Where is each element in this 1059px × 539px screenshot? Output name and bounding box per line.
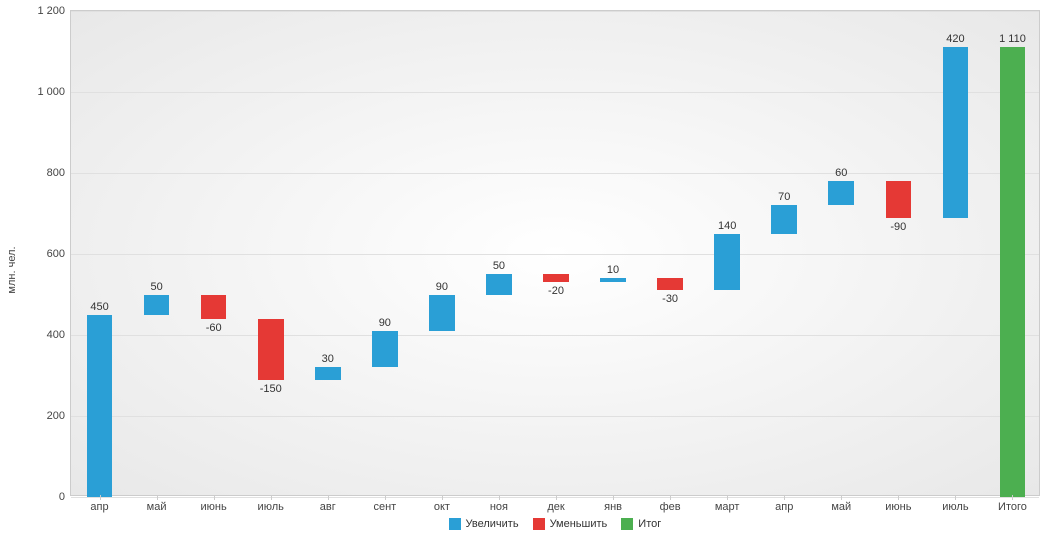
x-tick [499, 495, 500, 500]
gridline [71, 497, 1039, 498]
y-tick-label: 0 [59, 491, 71, 503]
y-tick-label: 600 [47, 248, 71, 260]
y-tick-label: 1 200 [37, 5, 71, 17]
bar-value-label: 450 [90, 301, 108, 313]
bar-value-label: 90 [436, 281, 448, 293]
x-tick [442, 495, 443, 500]
x-tick [271, 495, 272, 500]
y-axis-title: млн. чел. [6, 246, 18, 293]
bar-value-label: 420 [946, 33, 964, 45]
bar-value-label: 70 [778, 191, 790, 203]
x-tick-label: июнь [885, 501, 911, 513]
bar-decrease [258, 319, 284, 380]
legend: Увеличить Уменьшить Итог [449, 518, 662, 530]
bar-value-label: -60 [206, 322, 222, 334]
x-tick [556, 495, 557, 500]
x-tick-label: янв [604, 501, 622, 513]
bar-increase [714, 234, 740, 291]
legend-swatch [621, 518, 633, 530]
bar-increase [372, 331, 398, 367]
bar-value-label: 140 [718, 220, 736, 232]
bar-value-label: 50 [493, 260, 505, 272]
x-tick [385, 495, 386, 500]
bar-value-label: 30 [322, 353, 334, 365]
legend-swatch [533, 518, 545, 530]
x-tick-label: июль [942, 501, 968, 513]
y-tick-label: 1 000 [37, 86, 71, 98]
x-tick-label: май [831, 501, 851, 513]
bar-value-label: 90 [379, 317, 391, 329]
bar-value-label: -30 [662, 293, 678, 305]
x-tick-label: сент [373, 501, 396, 513]
x-tick [1012, 495, 1013, 500]
x-tick-label: ноя [490, 501, 508, 513]
bar-value-label: 50 [150, 281, 162, 293]
gridline [71, 92, 1039, 93]
bar-decrease [543, 274, 569, 282]
bar-decrease [201, 295, 227, 319]
waterfall-chart: 0 200 400 600 800 1 000 1 200 450 апр 50 май -60 июн… [0, 0, 1059, 539]
x-tick-label: Итого [998, 501, 1027, 513]
gridline [71, 335, 1039, 336]
x-tick-label: май [147, 501, 167, 513]
x-tick [328, 495, 329, 500]
y-tick-label: 400 [47, 329, 71, 341]
x-tick [898, 495, 899, 500]
legend-swatch [449, 518, 461, 530]
legend-item: Итог [621, 518, 661, 530]
x-tick [727, 495, 728, 500]
x-tick [613, 495, 614, 500]
x-tick [670, 495, 671, 500]
gridline [71, 11, 1039, 12]
bar-decrease [886, 181, 912, 217]
legend-label: Итог [638, 518, 661, 530]
bar-value-label: -20 [548, 285, 564, 297]
x-tick [214, 495, 215, 500]
bar-increase [144, 295, 170, 315]
gridline [71, 254, 1039, 255]
legend-item: Увеличить [449, 518, 519, 530]
bar-increase [87, 315, 113, 497]
gridline [71, 173, 1039, 174]
bar-increase [429, 295, 455, 331]
x-tick-label: фев [660, 501, 681, 513]
bar-increase [771, 205, 797, 233]
bar-value-label: 10 [607, 264, 619, 276]
bar-total [1000, 47, 1026, 497]
bar-decrease [657, 278, 683, 290]
x-tick-label: дек [547, 501, 564, 513]
y-tick-label: 200 [47, 410, 71, 422]
x-tick-label: апр [775, 501, 793, 513]
x-tick-label: апр [90, 501, 108, 513]
x-tick-label: март [715, 501, 740, 513]
bar-increase [486, 274, 512, 294]
x-tick-label: авг [320, 501, 336, 513]
plot-area: 02004006008001 0001 200450апр50май-60июн… [70, 10, 1040, 496]
legend-label: Уменьшить [550, 518, 608, 530]
x-tick [841, 495, 842, 500]
bar-value-label: -150 [260, 383, 282, 395]
x-tick-label: окт [434, 501, 450, 513]
bar-increase [600, 278, 626, 282]
x-tick [157, 495, 158, 500]
x-tick-label: июль [258, 501, 284, 513]
legend-item: Уменьшить [533, 518, 608, 530]
y-tick-label: 800 [47, 167, 71, 179]
x-tick-label: июнь [201, 501, 227, 513]
bar-increase [828, 181, 854, 205]
bar-increase [315, 367, 341, 379]
bar-value-label: 1 110 [999, 33, 1026, 45]
x-tick [955, 495, 956, 500]
bar-value-label: -90 [890, 221, 906, 233]
bar-value-label: 60 [835, 167, 847, 179]
x-tick [100, 495, 101, 500]
bar-increase [943, 47, 969, 217]
legend-label: Увеличить [466, 518, 519, 530]
gridline [71, 416, 1039, 417]
x-tick [784, 495, 785, 500]
